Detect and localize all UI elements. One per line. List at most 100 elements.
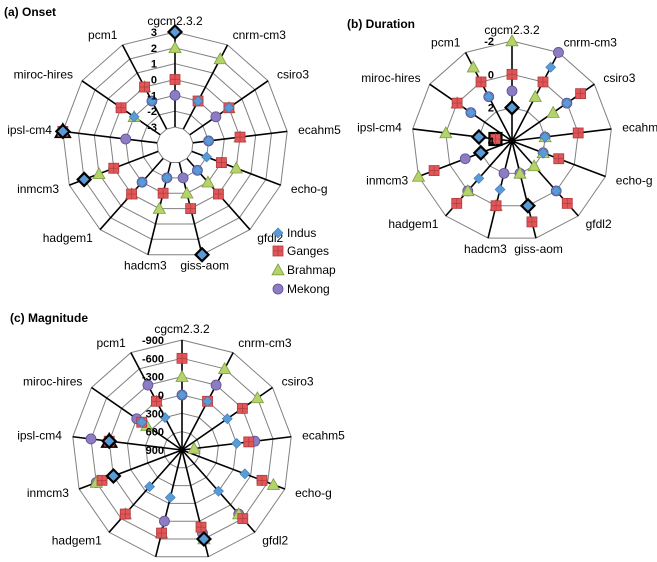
magnitude-tick-label-5: 600 [146, 427, 164, 439]
duration-point-brahmap-6 [513, 166, 527, 179]
legend-marker-mekong [272, 283, 284, 295]
onset-category-label-7: hadcm3 [124, 258, 167, 272]
magnitude-point-brahmap-0 [175, 369, 189, 382]
magnitude-point-indus-11 [136, 416, 148, 428]
duration-category-label-6: giss-aom [514, 242, 563, 256]
duration-tick-label-2: 2 [488, 103, 494, 115]
magnitude-category-label-3: ecahm5 [302, 428, 345, 442]
legend-marker-indus [272, 227, 284, 239]
onset-point-mekong-0 [169, 89, 181, 101]
legend-entry-ganges: Ganges [272, 244, 329, 258]
onset-grid-ring-2 [93, 63, 257, 225]
onset-point-indus-9 [76, 171, 93, 188]
magnitude-panel-title: (c) Magnitude [10, 311, 88, 325]
duration-point-brahmap-2 [546, 105, 560, 118]
magnitude-category-label-12: pcm1 [96, 336, 126, 350]
duration-grid-ring-0 [412, 40, 612, 239]
magnitude-category-label-1: cnrm-cm3 [238, 336, 292, 350]
magnitude-grid-ring-0 [72, 339, 292, 558]
magnitude-category-label-6: giss-aom [187, 561, 236, 562]
onset-panel-title: (a) Onset [4, 5, 56, 19]
magnitude-point-indus-5 [213, 485, 224, 497]
onset-spoke-10 [62, 130, 158, 144]
magnitude-point-indus-8 [144, 481, 156, 493]
onset-category-label-4: echo-g [291, 182, 328, 196]
magnitude-point-mekong-1 [210, 379, 222, 391]
legend-label-mekong: Mekong [287, 282, 330, 296]
onset-tick-label-3: 0 [151, 75, 157, 87]
magnitude-spoke-7 [154, 449, 183, 557]
onset-point-indus-7 [161, 172, 173, 184]
onset-point-brahmap-6 [180, 186, 194, 199]
magnitude-tick-label-4: 300 [146, 408, 164, 420]
magnitude-point-mekong-12 [142, 379, 154, 391]
duration-point-brahmap-1 [528, 89, 542, 102]
duration-point-indus-8 [473, 173, 485, 184]
duration-point-indus-9 [472, 144, 489, 161]
onset-point-brahmap-4 [229, 161, 243, 174]
onset-category-label-10: ipsl-cm4 [7, 123, 52, 137]
onset-grid-ring-1 [77, 47, 273, 240]
onset-point-indus-4 [201, 151, 213, 163]
onset-category-label-9: inmcm3 [17, 182, 59, 196]
onset-tick-label-0: 3 [151, 27, 157, 39]
onset-category-label-6: giss-aom [180, 258, 229, 272]
onset-point-mekong-6 [177, 172, 189, 184]
duration-point-indus-5 [550, 185, 562, 197]
duration-category-label-2: csiro3 [603, 71, 635, 85]
duration-point-indus-6 [519, 197, 537, 214]
duration-point-indus-10 [470, 128, 487, 146]
onset-tick-label-2: 1 [151, 59, 157, 71]
onset-radar-panel: (a) Onset cgcm2.3.2 cnrm-cm3 csiro3 ecahm5 e… [4, 5, 341, 272]
magnitude-category-label-9: inmcm3 [27, 486, 69, 500]
magnitude-point-indus-3 [231, 437, 243, 449]
magnitude-category-label-10: ipsl-cm4 [17, 428, 62, 442]
duration-category-label-4: echo-g [616, 173, 653, 187]
magnitude-point-indus-0 [176, 389, 188, 401]
duration-point-brahmap-5 [527, 159, 541, 172]
duration-spoke-3 [511, 128, 612, 142]
duration-panel-title: (b) Duration [347, 17, 415, 31]
duration-point-mekong-7 [498, 167, 510, 179]
duration-category-label-7: hadcm3 [464, 242, 507, 256]
duration-point-indus-7 [494, 184, 506, 195]
magnitude-tick-label-6: 900 [146, 445, 164, 457]
onset-point-brahmap-5 [201, 175, 215, 188]
magnitude-category-label-8: hadgem1 [52, 534, 102, 548]
duration-radar-panel: (b) Duration cgcm2.3.2 cnrm-cm3 csiro3 ecah… [347, 17, 657, 256]
onset-category-label-1: cnrm-cm3 [233, 28, 287, 42]
duration-point-brahmap-8 [461, 184, 475, 197]
onset-point-indus-11 [128, 111, 140, 123]
duration-grid-ring-2 [478, 107, 546, 174]
magnitude-point-brahmap-2 [250, 391, 265, 404]
magnitude-point-indus-12 [159, 412, 171, 423]
onset-tick-label-6: -3 [147, 122, 157, 134]
onset-point-indus-12 [146, 95, 158, 107]
magnitude-category-label-11: miroc-hires [23, 374, 82, 388]
duration-point-indus-4 [537, 147, 549, 159]
duration-category-label-11: miroc-hires [361, 71, 420, 85]
onset-category-label-2: csiro3 [277, 68, 309, 82]
onset-tick-label-5: -2 [147, 106, 157, 118]
legend-marker-brahmap [271, 263, 285, 276]
onset-category-label-0: cgcm2.3.2 [147, 14, 203, 28]
magnitude-category-label-7: hadcm3 [132, 561, 175, 562]
onset-point-brahmap-7 [152, 201, 167, 214]
magnitude-point-indus-9 [105, 467, 122, 485]
magnitude-point-indus-10 [101, 433, 118, 450]
onset-category-label-11: miroc-hires [14, 68, 73, 82]
duration-point-indus-1 [545, 61, 557, 73]
magnitude-tick-label-1: -600 [142, 353, 164, 365]
legend-label-brahmap: Brahmap [287, 263, 336, 277]
duration-point-indus-2 [561, 97, 573, 109]
duration-category-label-1: cnrm-cm3 [564, 36, 618, 50]
onset-tick-label-4: -1 [147, 90, 157, 102]
duration-point-brahmap-9 [411, 169, 426, 182]
magnitude-point-brahmap-4 [266, 477, 281, 490]
onset-point-indus-0 [166, 23, 184, 41]
duration-category-label-12: pcm1 [431, 36, 461, 50]
duration-tick-label-3: 4 [488, 136, 495, 148]
magnitude-spoke-4 [181, 449, 286, 490]
magnitude-radar-panel: (c) Magnitude cgcm2.3.2 cnrm-cm3 csiro3 eca… [10, 311, 345, 562]
